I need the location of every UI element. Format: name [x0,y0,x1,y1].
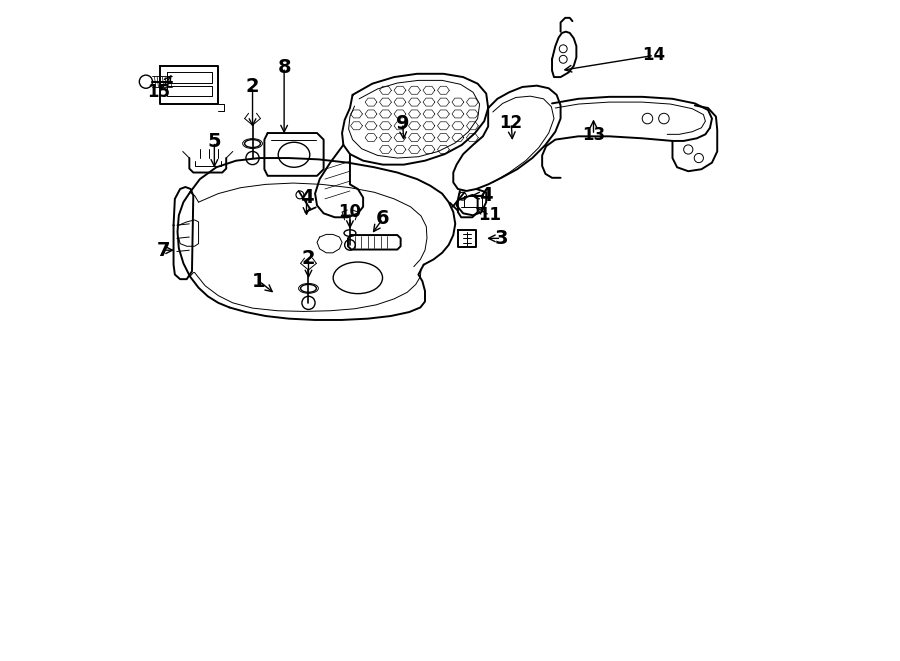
Text: 14: 14 [643,46,666,64]
Text: 8: 8 [277,58,291,77]
Text: 15: 15 [148,83,171,101]
Text: 2: 2 [302,249,315,268]
Text: 1: 1 [252,272,266,291]
Text: 10: 10 [338,203,362,221]
Text: 9: 9 [396,114,410,133]
Text: 5: 5 [208,132,221,151]
Text: 7: 7 [157,241,170,260]
Text: 2: 2 [246,77,259,97]
Text: 4: 4 [300,188,313,207]
Text: 12: 12 [500,114,523,132]
Text: 6: 6 [376,209,390,228]
Text: 13: 13 [582,126,605,144]
Text: 11: 11 [478,206,501,224]
Text: 3: 3 [495,229,508,248]
Text: 4: 4 [480,186,493,205]
